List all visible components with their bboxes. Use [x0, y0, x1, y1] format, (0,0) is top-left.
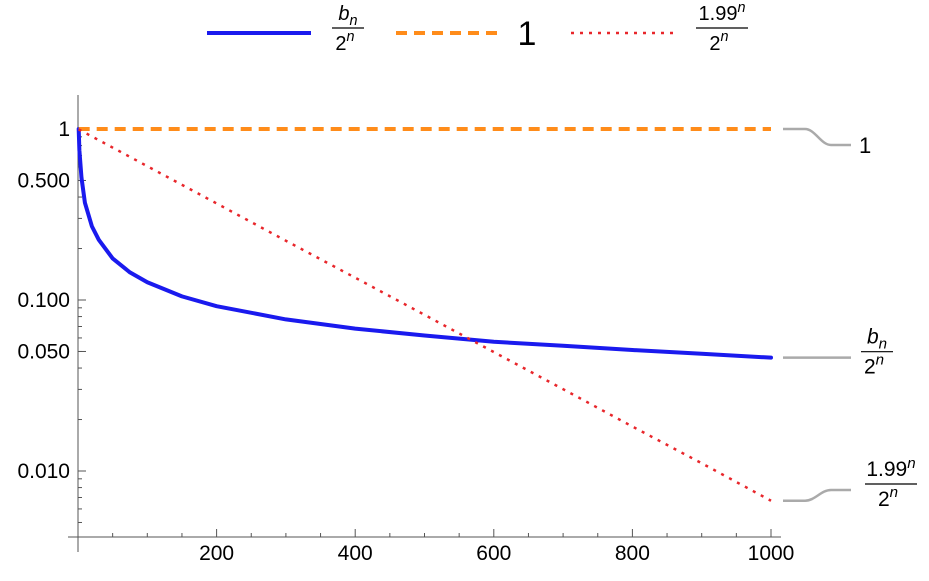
denominator-base: 2 [878, 488, 890, 511]
denominator-base: 2 [709, 33, 720, 55]
fraction-numerator: bn [338, 3, 357, 29]
numerator-base: b [867, 326, 879, 349]
numerator-base: 1.99 [866, 458, 907, 481]
plot-area [76, 127, 773, 502]
numerator-superscript: n [907, 455, 915, 472]
fraction-numerator: 1.99n [866, 455, 915, 481]
y-tick-label: 1 [58, 118, 70, 141]
fraction-denominator: 2n [709, 29, 728, 55]
y-tick-label: 0.010 [17, 460, 70, 483]
numerator-base: b [338, 3, 349, 25]
x-tick-label: 600 [476, 542, 511, 565]
numerator-superscript: n [737, 0, 745, 16]
y-tick-label: 0.100 [17, 289, 70, 312]
numerator-base: 1.99 [699, 3, 738, 25]
numerator-subscript: n [350, 13, 358, 29]
fraction-denominator: 2n [878, 484, 898, 511]
denominator-base: 2 [864, 356, 876, 379]
axes: 1 0.500 0.100 0.050 0.010 200 400 600 800 1000 [17, 95, 794, 565]
legend-label-one: 1 [518, 15, 537, 53]
denominator-superscript: n [890, 484, 898, 501]
denominator-superscript: n [721, 29, 729, 45]
denominator-superscript: n [876, 352, 884, 369]
x-tick-label: 800 [615, 542, 650, 565]
y-tick-label: 0.500 [17, 169, 70, 192]
leader-line-one [783, 127, 851, 147]
leader-line-ratio [783, 488, 851, 502]
series-line-ratio [78, 128, 772, 502]
curve-label-one: 1 [859, 133, 871, 158]
series-line-bn [76, 127, 773, 360]
denominator-base: 2 [335, 33, 346, 55]
x-tick-label: 200 [199, 542, 234, 565]
y-tick-label: 0.050 [17, 340, 70, 363]
x-tick-label: 400 [338, 542, 373, 565]
fraction-denominator: 2n [864, 352, 884, 379]
fraction-numerator: 1.99n [699, 0, 746, 25]
numerator-subscript: n [879, 336, 887, 353]
x-tick-label: 1000 [748, 542, 795, 565]
fraction-denominator: 2n [335, 29, 354, 55]
fraction-numerator: bn [867, 326, 887, 353]
denominator-superscript: n [347, 29, 355, 45]
